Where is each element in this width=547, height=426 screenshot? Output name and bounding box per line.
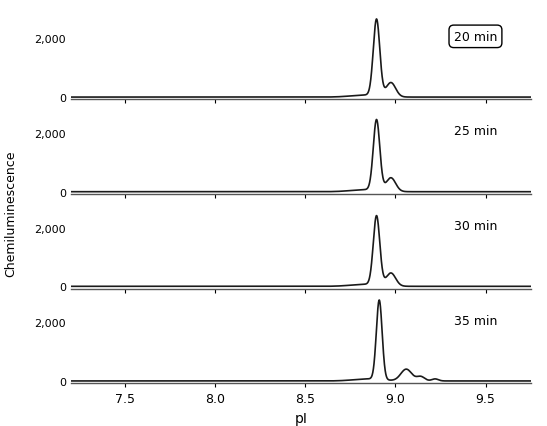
Text: 25 min: 25 min [454,125,497,138]
Text: 20 min: 20 min [454,31,497,44]
Text: 30 min: 30 min [454,219,497,233]
Text: Chemiluminescence: Chemiluminescence [4,150,18,276]
X-axis label: pI: pI [294,411,307,425]
Text: 35 min: 35 min [454,314,497,327]
